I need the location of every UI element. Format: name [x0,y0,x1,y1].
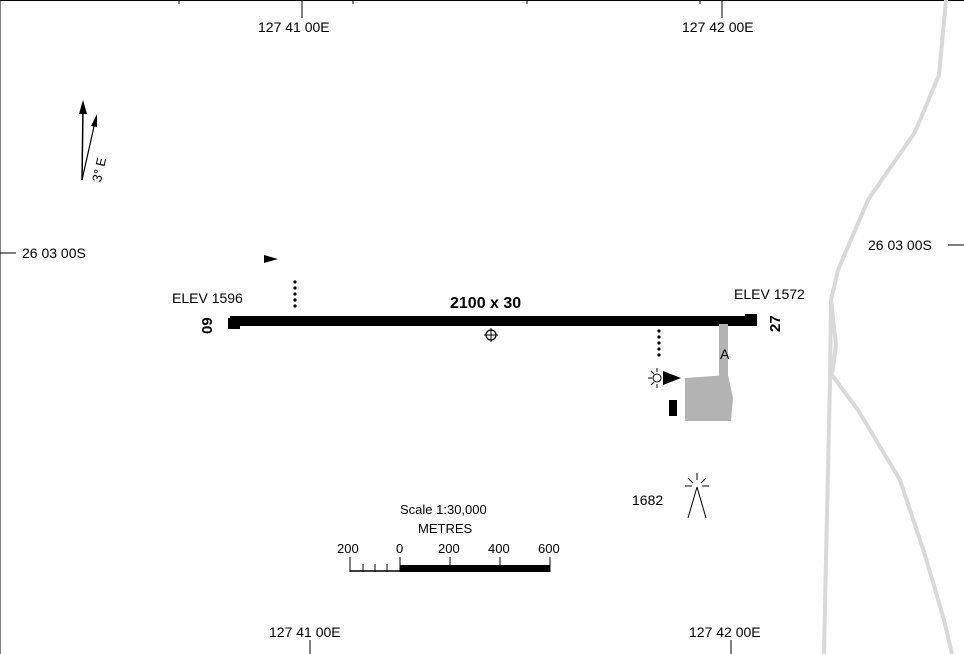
grid-label-bottom-right: 127 42 00E [689,624,761,640]
scale-tick-label: 400 [488,541,510,556]
runway-designator-east: 27 [767,315,784,332]
taxiway-a [719,324,728,378]
lit-obstacle-icon [685,473,709,519]
taxiway-label: A [720,346,730,362]
elevation-east: ELEV 1572 [734,286,805,302]
elevation-west: ELEV 1596 [172,290,243,306]
grid-label-left: 26 03 00S [22,245,86,261]
road [828,0,954,654]
runway-dimensions: 2100 x 30 [450,295,522,312]
apron [685,375,733,421]
grid-label-top-left: 127 41 00E [258,19,330,35]
scale-title: Scale 1:30,000 [400,502,487,517]
grid-label-right: 26 03 00S [868,237,932,253]
obstacle-elevation: 1682 [632,492,664,508]
scale-units: METRES [418,521,473,536]
beacon-icon [648,368,681,388]
scale-tick-label: 200 [337,541,359,556]
wind-indicator-icon [264,255,297,308]
grid-label-bottom-left: 127 41 00E [269,624,341,640]
scale-tick-label: 0 [396,541,404,556]
scale-tick-label: 200 [438,541,460,556]
grid-label-top-right: 127 42 00E [682,19,754,35]
approach-lights-icon [657,329,661,357]
road-branch [822,299,833,654]
runway-threshold-west [228,318,240,329]
north-arrow-icon [79,100,97,181]
runway [230,316,757,326]
runway-designator-west: 09 [199,317,216,334]
aerodrome-reference-point-icon [484,328,498,342]
runway-threshold-east [745,314,757,325]
scale-bar [349,557,551,572]
building [669,400,677,416]
scale-tick-label: 600 [538,541,560,556]
